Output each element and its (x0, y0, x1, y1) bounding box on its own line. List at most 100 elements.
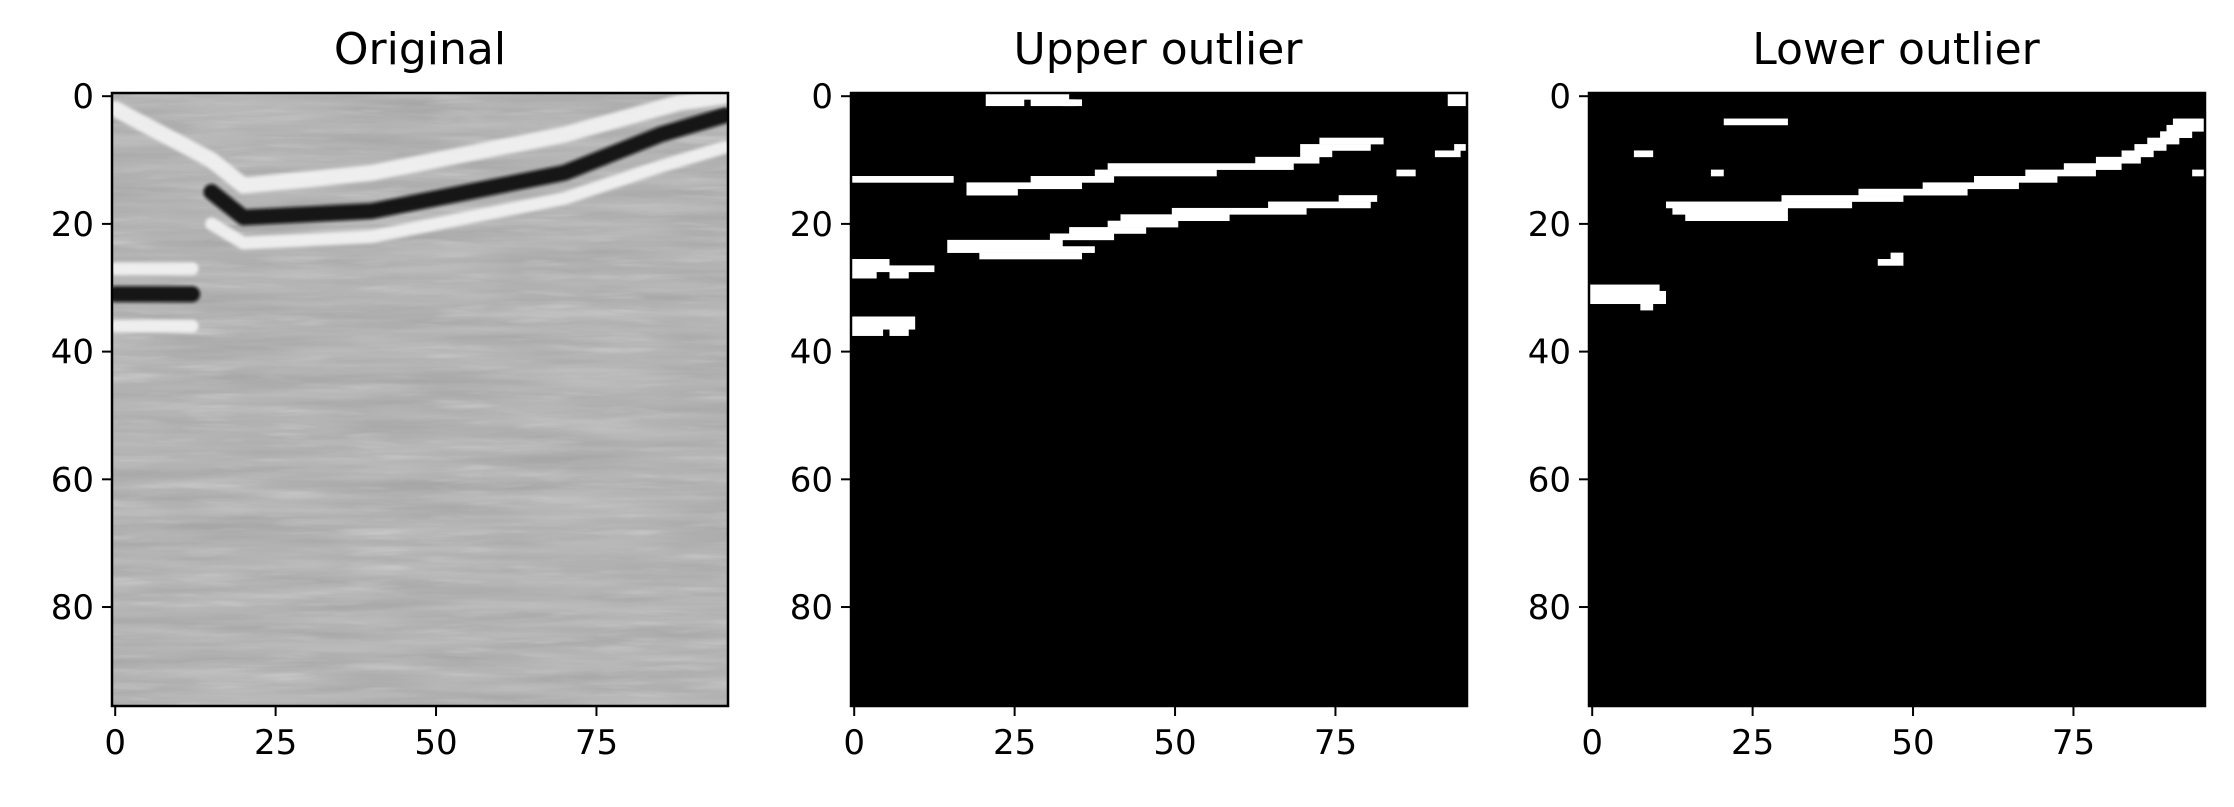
outlier-run (2147, 137, 2180, 145)
outlier-run (2095, 156, 2141, 164)
outlier-run (979, 252, 1082, 260)
outlier-run (1589, 290, 1666, 298)
outlier-run (1781, 195, 1904, 202)
outlier-run (1255, 156, 1320, 164)
outlier-run (1858, 188, 1968, 196)
outlier-run (2121, 150, 2154, 158)
outlier-run (851, 176, 954, 183)
dark-reflector (203, 107, 728, 226)
outlier-run (2172, 118, 2205, 126)
outlier-run (1338, 195, 1378, 202)
outlier-run (889, 329, 909, 336)
outlier-run (1300, 144, 1371, 151)
x-tick-label: 0 (843, 723, 865, 763)
x-tick-label: 50 (1891, 723, 1934, 763)
outlier-run (1030, 99, 1082, 107)
outlier-run (851, 259, 890, 266)
y-tick-label: 40 (1528, 333, 1571, 373)
x-tick-label: 25 (1731, 723, 1774, 763)
axes: 0 25 50 75 0 20 40 60 80 (51, 77, 618, 763)
outlier-run (1268, 201, 1371, 209)
bright-reflector (205, 140, 728, 250)
outlier-run (1723, 118, 1788, 126)
y-tick-label: 20 (790, 205, 833, 245)
x-tick-label: 25 (254, 723, 297, 763)
panel-upper-outlier: Upper outlier 0 25 50 75 0 20 40 60 80 (790, 24, 1469, 763)
outlier-run (966, 188, 1018, 196)
outlier-run (2166, 124, 2205, 132)
outlier-run (985, 99, 1025, 107)
outlier-run (2063, 163, 2122, 170)
y-tick-label: 0 (72, 77, 94, 117)
outlier-run (1589, 297, 1666, 305)
y-tick-label: 40 (790, 333, 833, 373)
plot-frame (1587, 91, 2207, 708)
plot-frame (849, 91, 1469, 708)
outlier-run (2160, 131, 2193, 138)
outlier-run (1633, 150, 1654, 158)
outlier-run (1107, 220, 1179, 228)
x-tick-label: 50 (414, 723, 457, 763)
outlier-run (889, 271, 909, 279)
outlier-mask (1589, 118, 2205, 311)
image-original (112, 93, 728, 706)
axes: 0 25 50 75 0 20 40 60 80 (1528, 77, 2095, 763)
outlier-run (1454, 144, 1467, 151)
outlier-run (1447, 93, 1467, 100)
x-tick-label: 50 (1153, 723, 1196, 763)
outlier-run (1396, 169, 1416, 177)
outlier-run (1589, 284, 1660, 292)
y-tick-label: 60 (51, 460, 94, 500)
panel-title: Original (334, 24, 506, 75)
outlier-run (947, 246, 1095, 253)
outlier-run (1710, 169, 1724, 177)
outlier-run (947, 239, 1063, 247)
x-tick-label: 0 (1581, 723, 1603, 763)
outlier-run (1685, 214, 1788, 222)
outlier-run (1890, 252, 1904, 260)
outlier-run (1922, 182, 2019, 190)
image-lower-outlier (1589, 93, 2205, 706)
outlier-run (2192, 169, 2205, 177)
outlier-run (1877, 259, 1904, 266)
y-tick-label: 0 (811, 77, 833, 117)
x-tick-label: 75 (575, 723, 618, 763)
outlier-run (2025, 169, 2096, 177)
y-tick-label: 60 (1528, 460, 1571, 500)
panel-original: Original 0 25 50 75 0 20 40 60 80 (51, 24, 730, 763)
plot-frame (110, 91, 730, 708)
outlier-run (1171, 207, 1307, 215)
outlier-run (851, 316, 916, 324)
outlier-run (2134, 144, 2167, 151)
outlier-run (1049, 233, 1115, 241)
y-tick-label: 80 (1528, 588, 1571, 628)
bright-reflector (112, 93, 728, 194)
y-tick-label: 80 (790, 588, 833, 628)
outlier-run (851, 265, 935, 273)
y-tick-label: 20 (51, 205, 94, 245)
x-tick-label: 0 (104, 723, 126, 763)
outlier-run (1974, 176, 2058, 183)
outlier-run (1300, 150, 1333, 158)
y-tick-label: 20 (1528, 205, 1571, 245)
y-tick-label: 40 (51, 333, 94, 373)
outlier-run (1120, 214, 1230, 222)
panel-title: Lower outlier (1752, 24, 2040, 75)
outlier-run (851, 322, 916, 330)
outlier-mask (851, 93, 1467, 336)
axes: 0 25 50 75 0 20 40 60 80 (790, 77, 1357, 763)
outlier-run (1666, 201, 1853, 209)
x-tick-label: 75 (1314, 723, 1357, 763)
outlier-run (1447, 99, 1467, 107)
outlier-run (851, 329, 884, 336)
x-tick-label: 75 (2052, 723, 2095, 763)
x-tick-label: 25 (993, 723, 1036, 763)
outlier-run (1094, 169, 1217, 177)
y-tick-label: 60 (790, 460, 833, 500)
outlier-run (1672, 207, 1788, 215)
outlier-run (1030, 176, 1115, 183)
outlier-run (985, 93, 1070, 100)
panel-lower-outlier: Lower outlier 0 25 50 75 0 20 40 60 80 (1528, 24, 2207, 763)
panel-title: Upper outlier (1014, 24, 1304, 75)
